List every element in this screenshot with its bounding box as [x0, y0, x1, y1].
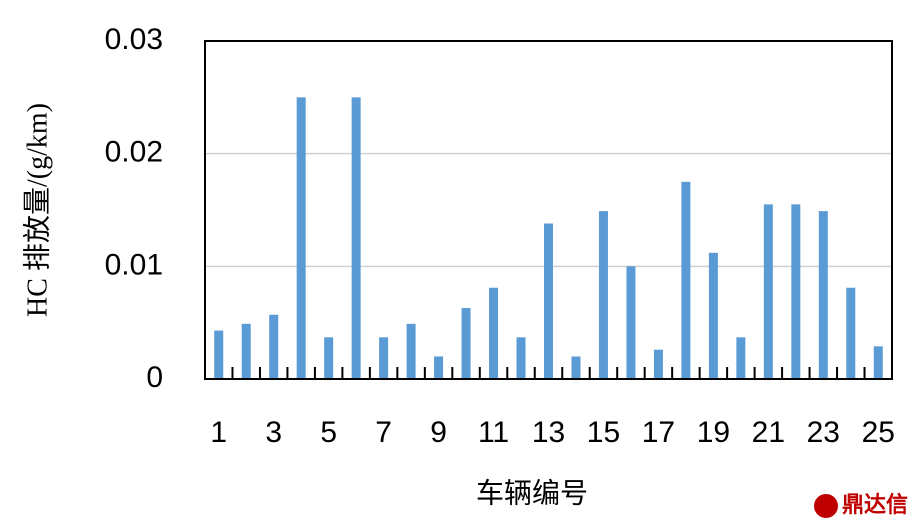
bar — [791, 204, 801, 379]
x-tick-label: 9 — [430, 416, 447, 449]
x-tick-label: 15 — [587, 416, 620, 449]
y-tick-label: 0 — [146, 361, 163, 394]
x-tick-label: 25 — [862, 416, 895, 449]
x-tick-label: 23 — [807, 416, 840, 449]
watermark-logo: 鼎达信 — [814, 492, 908, 518]
bar — [241, 323, 251, 379]
x-tick-label: 7 — [375, 416, 392, 449]
bar — [626, 266, 636, 379]
bar — [406, 323, 416, 379]
bar — [516, 337, 526, 379]
bar — [434, 356, 444, 379]
x-tick-label: 21 — [752, 416, 785, 449]
bar — [379, 337, 389, 379]
bar — [571, 356, 581, 379]
bar — [846, 287, 856, 379]
x-axis-label: 车辆编号 — [476, 477, 588, 508]
bar — [653, 349, 663, 379]
x-tick-label: 17 — [642, 416, 675, 449]
bar — [736, 337, 746, 379]
x-tick-label: 11 — [478, 416, 509, 449]
y-tick-label: 0.02 — [105, 136, 163, 169]
y-axis-label: HC 排放量/(g/km) — [21, 103, 53, 317]
bar — [544, 223, 553, 379]
bar — [269, 314, 279, 379]
bar — [873, 346, 883, 379]
plot-border — [204, 40, 893, 380]
bar — [489, 287, 499, 379]
x-tick-label: 5 — [320, 416, 337, 449]
y-tick-label: 0.01 — [105, 248, 163, 281]
bar — [461, 308, 471, 379]
watermark: 鼎达信 — [842, 492, 908, 517]
y-tick-label: 0.03 — [105, 23, 163, 56]
bar — [708, 252, 718, 379]
bar — [214, 330, 224, 379]
x-tick-label: 3 — [265, 416, 282, 449]
bar — [351, 97, 361, 379]
bar — [818, 211, 828, 379]
bar — [681, 181, 691, 379]
bar — [763, 204, 773, 379]
x-tick-label: 19 — [697, 416, 730, 449]
watermark-icon — [814, 494, 838, 518]
bar — [296, 97, 306, 379]
x-tick-label: 13 — [532, 416, 565, 449]
x-tick-label: 1 — [210, 416, 227, 449]
bar — [324, 337, 334, 379]
bar — [598, 211, 608, 379]
